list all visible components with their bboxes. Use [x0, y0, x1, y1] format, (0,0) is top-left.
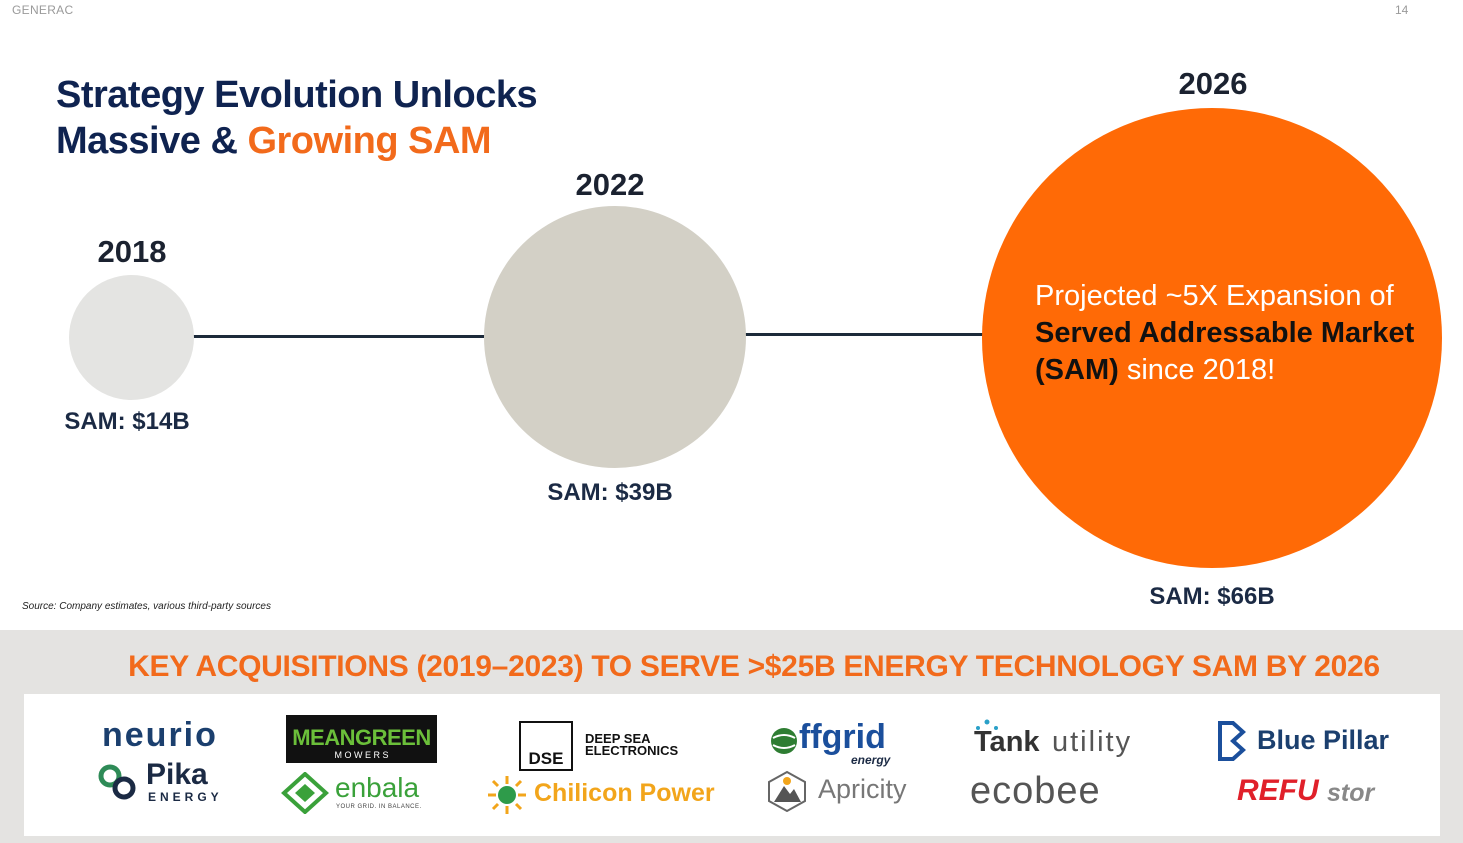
page-number: 14	[1395, 3, 1409, 17]
utility-wordmark: utility	[1052, 726, 1133, 758]
sam-2022-value: SAM: $39B	[547, 479, 673, 506]
title-line-2: Massive & Growing SAM	[56, 118, 537, 164]
meangreen-subtitle: M O W E R S	[334, 750, 389, 760]
sam-2026-value: SAM: $66B	[1149, 583, 1275, 610]
timeline-line-1	[192, 335, 487, 338]
pika-wordmark: Pika	[146, 758, 208, 791]
meangreen-logo: MEANGREEN M O W E R S	[286, 715, 437, 763]
year-2018-label: 2018	[97, 234, 167, 269]
enbala-tagline: YOUR GRID. IN BALANCE.	[336, 804, 422, 810]
acquisitions-heading: KEY ACQUISITIONS (2019–2023) TO SERVE >$…	[128, 650, 1380, 683]
projection-bold: Served Addressable Market (SAM)	[1035, 317, 1415, 386]
title-line-2-prefix: Massive &	[56, 120, 248, 162]
apricity-wordmark: Apricity	[818, 774, 907, 804]
brand-label: GENERAC	[12, 3, 74, 17]
meangreen-wordmark: MEANGREEN	[292, 725, 431, 750]
neurio-logo: neurio	[102, 716, 218, 754]
timeline-line-2	[743, 333, 985, 336]
offgrid-subtitle: energy	[851, 753, 891, 767]
blue-pillar-wordmark: Blue Pillar	[1257, 725, 1390, 755]
enbala-wordmark: enbala	[335, 772, 420, 803]
projection-text: Projected ~5X Expansion of Served Addres…	[1035, 278, 1435, 389]
dse-box: DSE	[519, 721, 573, 771]
source-note: Source: Company estimates, various third…	[22, 601, 271, 612]
enbala-diamond-icon	[281, 772, 329, 814]
sam-2022-circle	[484, 206, 746, 468]
refu-wordmark: REFU	[1237, 774, 1319, 807]
blue-pillar-icon	[1218, 721, 1246, 761]
title-highlight: Growing SAM	[247, 120, 492, 162]
chilicon-wordmark: Chilicon Power	[534, 779, 715, 807]
chilicon-sun-icon	[488, 776, 526, 814]
stor-wordmark: stor	[1327, 779, 1375, 807]
sam-2018-value: SAM: $14B	[64, 408, 190, 435]
sam-2026-circle	[982, 108, 1442, 568]
pika-subtitle: ENERGY	[148, 790, 223, 804]
pika-knot-icon	[98, 764, 136, 800]
deep-sea-line-2: ELECTRONICS	[585, 743, 679, 758]
dse-wordmark: DSE	[528, 749, 564, 768]
apricity-mountain-icon	[768, 770, 806, 812]
tank-wordmark: Tank	[974, 726, 1040, 758]
year-2022-label: 2022	[575, 167, 645, 202]
offgrid-wordmark: ffgrid	[799, 718, 886, 756]
tank-utility-dots-icon	[976, 719, 998, 730]
projection-suffix: since 2018!	[1118, 354, 1276, 386]
offgrid-globe-icon	[771, 728, 797, 754]
acquisitions-logo-panel: neurio Pika ENERGY MEANGREEN M O W E R S…	[24, 694, 1440, 836]
year-2026-label: 2026	[1178, 66, 1248, 101]
deep-sea-line-1: DEEP SEA	[585, 731, 651, 746]
projection-prefix: Projected ~5X Expansion of	[1035, 280, 1394, 312]
sam-2018-circle	[69, 275, 194, 400]
ecobee-logo: ecobee	[970, 770, 1101, 812]
title-line-1: Strategy Evolution Unlocks	[56, 74, 538, 116]
slide-title: Strategy Evolution Unlocks Massive & Gro…	[56, 72, 538, 164]
